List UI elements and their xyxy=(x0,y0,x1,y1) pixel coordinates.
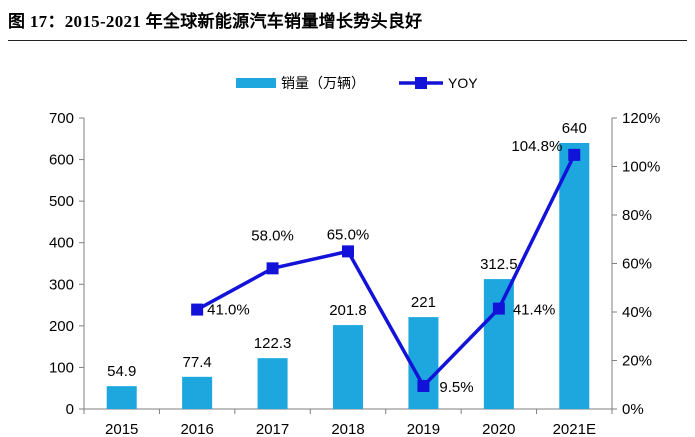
right-tick-label: 60% xyxy=(622,256,652,273)
bar-data-label: 221 xyxy=(411,294,436,311)
bar-data-label: 312.5 xyxy=(480,256,518,273)
x-tick-label: 2015 xyxy=(105,421,138,437)
x-tick-label: 2020 xyxy=(482,421,515,437)
yoy-marker xyxy=(191,303,204,316)
bar-data-label: 122.3 xyxy=(254,335,292,352)
yoy-marker xyxy=(417,379,430,392)
sales-bar xyxy=(559,142,590,409)
right-tick-label: 0% xyxy=(622,401,644,418)
sales-bar xyxy=(408,317,439,409)
title-underline xyxy=(8,40,687,41)
yoy-line xyxy=(196,154,576,388)
yoy-marker xyxy=(266,262,279,275)
left-tick-label: 600 xyxy=(49,152,74,169)
yoy-data-label: 41.4% xyxy=(513,302,556,319)
legend-bar-swatch xyxy=(236,78,276,88)
left-tick-label: 0 xyxy=(66,401,74,418)
x-tick-label: 2021E xyxy=(553,421,596,437)
yoy-marker xyxy=(492,302,505,315)
left-tick-label: 300 xyxy=(49,276,74,293)
right-tick-label: 20% xyxy=(622,353,652,370)
bar-data-label: 201.8 xyxy=(329,302,367,319)
yoy-data-label: 104.8% xyxy=(511,138,562,155)
bar-data-label: 77.4 xyxy=(183,354,212,371)
bar-data-label: 54.9 xyxy=(107,363,136,380)
yoy-data-label: 9.5% xyxy=(439,379,473,396)
legend-bar-label: 销量（万辆） xyxy=(281,75,365,91)
legend-line-marker xyxy=(415,77,427,89)
x-tick-label: 2016 xyxy=(180,421,213,437)
yoy-marker xyxy=(342,245,354,258)
x-tick-label: 2017 xyxy=(256,421,289,437)
yoy-data-label: 41.0% xyxy=(207,302,250,319)
right-tick-label: 100% xyxy=(622,159,660,176)
bar-data-label: 640 xyxy=(562,120,587,137)
sales-bar xyxy=(483,279,514,409)
yoy-marker xyxy=(568,148,581,161)
legend-line-label: YOY xyxy=(448,75,478,91)
left-tick-label: 200 xyxy=(49,318,74,335)
sales-bar xyxy=(182,376,213,409)
x-tick-label: 2018 xyxy=(331,421,364,437)
left-tick-label: 100 xyxy=(49,359,74,376)
left-tick-label: 700 xyxy=(49,110,74,127)
right-tick-label: 80% xyxy=(622,207,652,224)
right-tick-label: 40% xyxy=(622,304,652,321)
sales-bar xyxy=(106,386,137,409)
sales-bar xyxy=(257,358,288,409)
yoy-data-label: 58.0% xyxy=(251,227,294,244)
right-tick-label: 120% xyxy=(622,110,660,127)
x-tick-label: 2019 xyxy=(407,421,440,437)
yoy-data-label: 65.0% xyxy=(327,226,370,243)
left-tick-label: 400 xyxy=(49,235,74,252)
left-tick-label: 500 xyxy=(49,193,74,210)
sales-bar xyxy=(333,325,363,409)
figure-title: 图 17：2015-2021 年全球新能源汽车销量增长势头良好 xyxy=(8,12,423,31)
